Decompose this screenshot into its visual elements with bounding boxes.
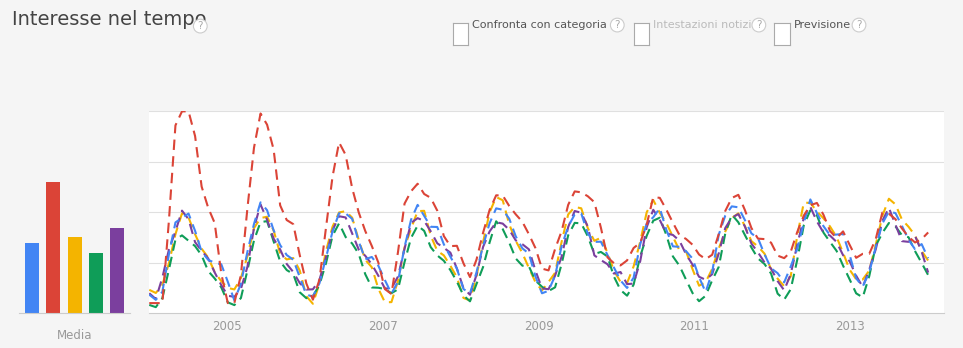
Text: Media: Media (57, 329, 92, 342)
Bar (46, 182, 61, 313)
Text: Intestazioni notizie: Intestazioni notizie (653, 20, 758, 30)
Bar (111, 228, 124, 313)
Bar (67, 237, 82, 313)
Bar (89, 253, 103, 313)
Text: Interesse nel tempo: Interesse nel tempo (12, 10, 206, 30)
Text: Confronta con categoria: Confronta con categoria (472, 20, 607, 30)
Bar (25, 243, 39, 313)
Text: ?: ? (614, 20, 620, 30)
Text: ?: ? (856, 20, 862, 30)
Text: Previsione: Previsione (794, 20, 850, 30)
Text: ?: ? (756, 20, 762, 30)
Text: ?: ? (197, 21, 203, 31)
